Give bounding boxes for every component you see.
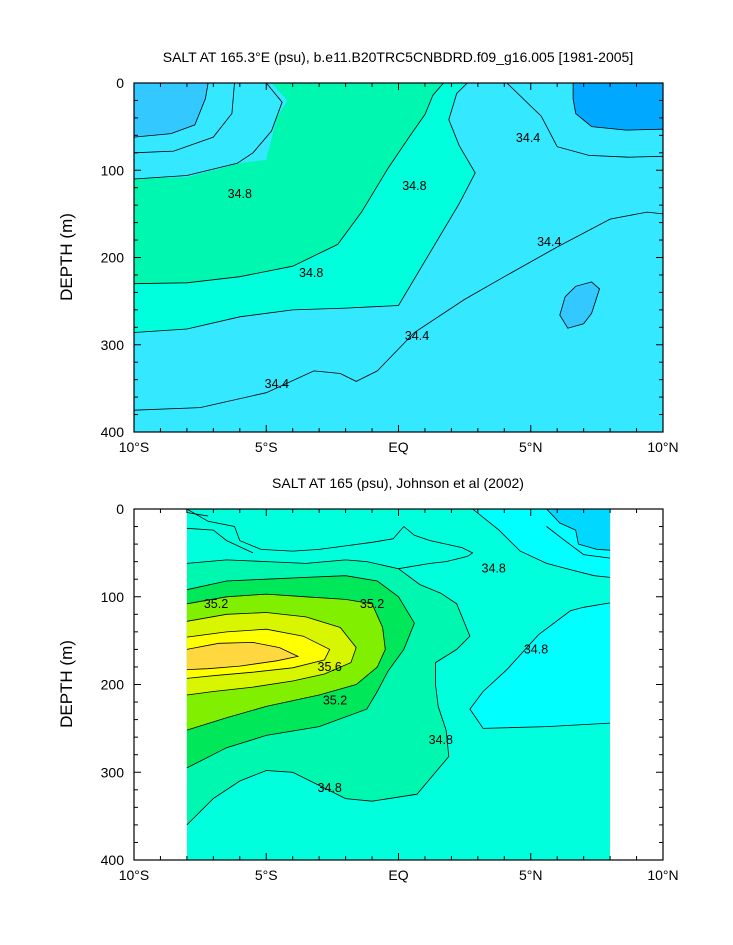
contour-line-34.6 bbox=[134, 83, 283, 180]
contour-label: 34.8 bbox=[402, 179, 426, 193]
y-tick-label: 400 bbox=[101, 424, 125, 440]
contour-line-34.4 bbox=[134, 211, 663, 411]
salinity-band-34.2-34.4 bbox=[559, 281, 600, 329]
contour-line-34.6 bbox=[186, 527, 254, 554]
salinity-band-34.8-35.0 bbox=[134, 83, 444, 284]
x-tick-label: 5°N bbox=[519, 867, 543, 883]
contour-label: 35.2 bbox=[360, 597, 384, 611]
x-tick-label: 10°S bbox=[119, 439, 150, 455]
x-tick-label: 10°S bbox=[119, 867, 150, 883]
salinity-band-34.6-34.8 bbox=[186, 509, 473, 569]
x-tick-label: 5°S bbox=[255, 439, 278, 455]
x-tick-label: 5°N bbox=[519, 439, 543, 455]
y-tick-label: 100 bbox=[101, 162, 125, 178]
contour-line-35.4 bbox=[186, 612, 357, 696]
contour-label: 34.4 bbox=[516, 131, 540, 145]
contour-label: 34.8 bbox=[524, 642, 548, 656]
contour-label: 35.6 bbox=[318, 660, 342, 674]
contour-line-35 bbox=[186, 575, 415, 769]
x-tick-label: 5°S bbox=[255, 867, 278, 883]
y-tick-label: 0 bbox=[116, 501, 124, 517]
contour-label: 34.8 bbox=[429, 733, 453, 747]
contour-line-34.8 bbox=[186, 559, 471, 826]
contour-line-34.4 bbox=[134, 83, 209, 138]
contour-label: 34.8 bbox=[318, 781, 342, 795]
contour-line-34.6 bbox=[506, 83, 663, 158]
contour-label: 35.2 bbox=[323, 693, 347, 707]
contour-label: 35.2 bbox=[204, 597, 228, 611]
contour-panel-model: SALT AT 165.3°E (psu), b.e11.B20TRC5CNBD… bbox=[57, 49, 679, 455]
contour-line-35.6 bbox=[186, 628, 331, 679]
contour-line-34.6 bbox=[472, 509, 611, 578]
contour-line-34.6 bbox=[469, 602, 611, 729]
contour-line-35.2 bbox=[186, 593, 386, 731]
y-tick-label: 200 bbox=[101, 677, 125, 693]
salinity-band-34.2-34.4 bbox=[546, 509, 611, 551]
panel-title: SALT AT 165.3°E (psu), b.e11.B20TRC5CNBD… bbox=[163, 49, 633, 65]
y-tick-label: 300 bbox=[101, 337, 125, 353]
contour-line-34.8 bbox=[134, 83, 444, 285]
contour-label: 34.8 bbox=[299, 266, 323, 280]
salinity-band-35.8-36.0 bbox=[186, 642, 298, 670]
y-tick-label: 200 bbox=[101, 250, 125, 266]
salinity-band-34.0-34.2 bbox=[573, 83, 663, 131]
contour-line-35.8 bbox=[186, 641, 300, 670]
contour-line-34.6 bbox=[546, 526, 611, 559]
y-tick-label: 0 bbox=[116, 75, 124, 91]
x-tick-label: 10°N bbox=[647, 867, 678, 883]
contour-line-34.2 bbox=[572, 83, 663, 131]
contour-panel-observations: SALT AT 165 (psu), Johnson et al (2002) … bbox=[57, 475, 679, 883]
salinity-band-34.2-34.4 bbox=[134, 83, 209, 138]
contour-line-34.4 bbox=[546, 509, 611, 551]
salinity-band-34.4-34.6 bbox=[469, 602, 611, 729]
contour-label: 34.4 bbox=[265, 377, 289, 391]
x-tick-label: EQ bbox=[388, 439, 408, 455]
y-tick-label: 300 bbox=[101, 764, 125, 780]
contour-label: 34.4 bbox=[405, 329, 429, 343]
panel-title: SALT AT 165 (psu), Johnson et al (2002) bbox=[272, 475, 524, 491]
contour-label: 34.8 bbox=[482, 562, 506, 576]
contour-line-34.4 bbox=[134, 83, 235, 154]
x-tick-label: 10°N bbox=[647, 439, 678, 455]
x-tick-label: EQ bbox=[388, 867, 408, 883]
contour-line-34.6 bbox=[186, 509, 474, 570]
y-axis-label: DEPTH (m) bbox=[57, 640, 76, 728]
contour-line-34.2 bbox=[559, 281, 600, 329]
contour-line-34.4 bbox=[186, 512, 209, 517]
y-axis-label: DEPTH (m) bbox=[57, 213, 76, 301]
contour-line-34.6 bbox=[134, 83, 476, 333]
contour-label: 34.4 bbox=[537, 235, 561, 249]
y-tick-label: 400 bbox=[101, 852, 125, 868]
y-tick-label: 100 bbox=[101, 589, 125, 605]
contour-label: 34.8 bbox=[228, 187, 252, 201]
